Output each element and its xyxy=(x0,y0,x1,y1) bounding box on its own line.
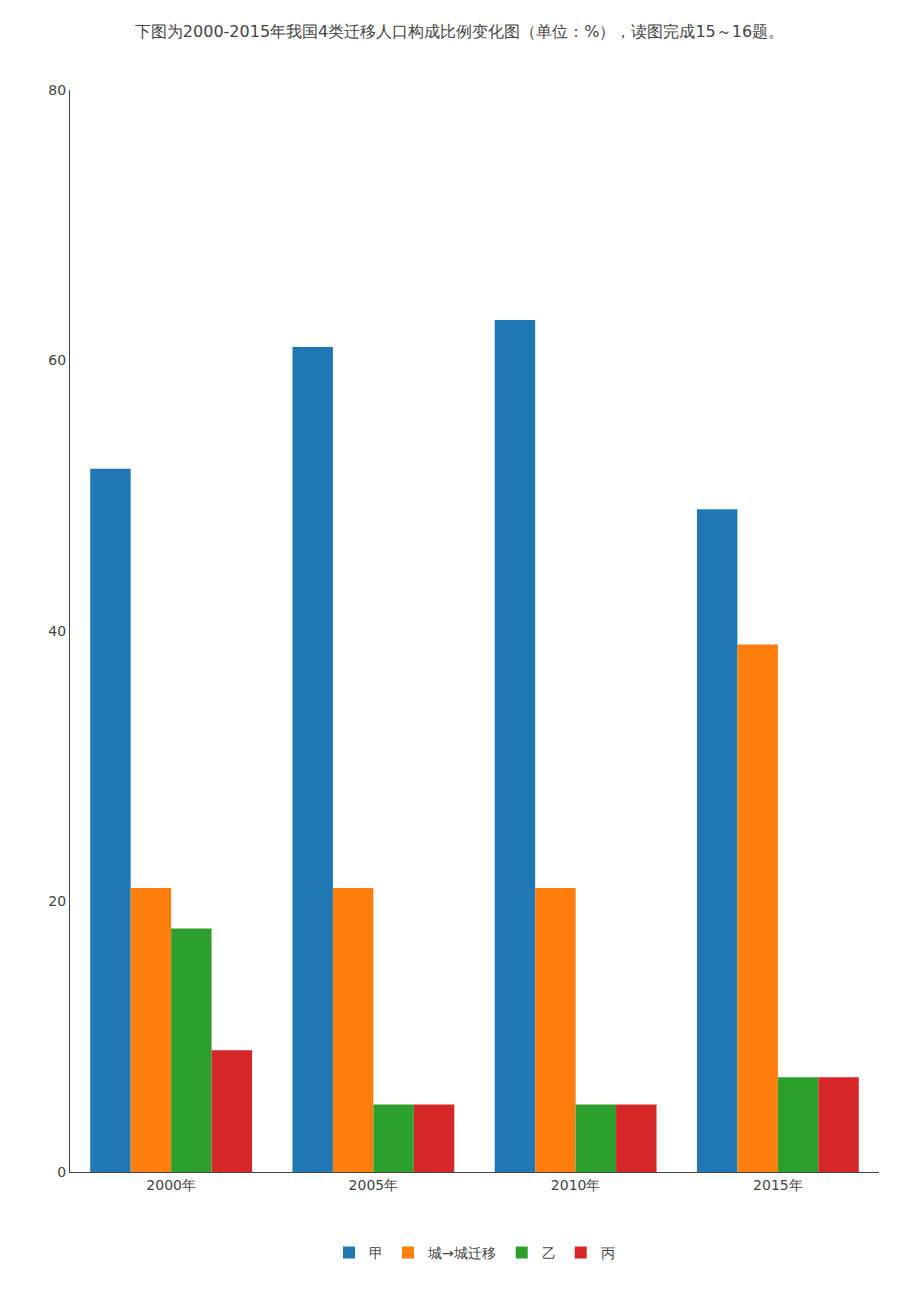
svg-text:0: 0 xyxy=(57,1164,66,1180)
svg-text:甲: 甲 xyxy=(369,1245,383,1261)
svg-text:下图为2000-2015年我国4类迁移人口构成比例变化图（单: 下图为2000-2015年我国4类迁移人口构成比例变化图（单位：%），读图完成1… xyxy=(135,22,784,41)
svg-text:乙: 乙 xyxy=(542,1245,556,1261)
svg-text:丙: 丙 xyxy=(601,1245,615,1261)
svg-text:2005年: 2005年 xyxy=(349,1177,399,1193)
svg-text:60: 60 xyxy=(48,352,66,368)
svg-text:城→城迁移: 城→城迁移 xyxy=(427,1245,496,1261)
svg-text:40: 40 xyxy=(48,623,66,639)
svg-text:80: 80 xyxy=(48,82,66,98)
svg-text:20: 20 xyxy=(48,893,66,909)
svg-text:2010年: 2010年 xyxy=(551,1177,601,1193)
svg-text:2000年: 2000年 xyxy=(146,1177,196,1193)
svg-text:2015年: 2015年 xyxy=(753,1177,803,1193)
